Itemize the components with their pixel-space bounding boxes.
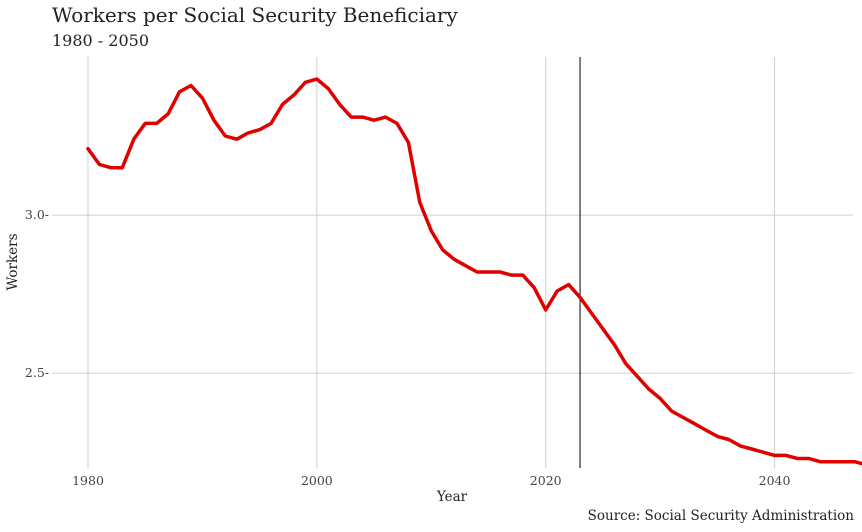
y-axis-title: Workers [5,233,21,290]
chart-caption: Source: Social Security Administration [587,508,854,524]
x-tick-label: 2020 [530,473,562,488]
x-axis-title: Year [436,489,468,505]
series-line [86,77,862,466]
series-group [86,77,862,466]
y-tick-label: 3.0- [25,207,49,222]
tick-labels: 1980 2000 2020 2040 2.5- 3.0- [25,207,791,488]
chart-subtitle: 1980 - 2050 [52,31,150,50]
y-tick-label: 2.5- [25,365,49,380]
x-tick-label: 1980 [72,473,104,488]
x-tick-label: 2000 [301,473,333,488]
chart-title: Workers per Social Security Beneficiary [52,3,458,27]
x-tick-label: 2040 [759,473,791,488]
gridlines [52,57,853,468]
